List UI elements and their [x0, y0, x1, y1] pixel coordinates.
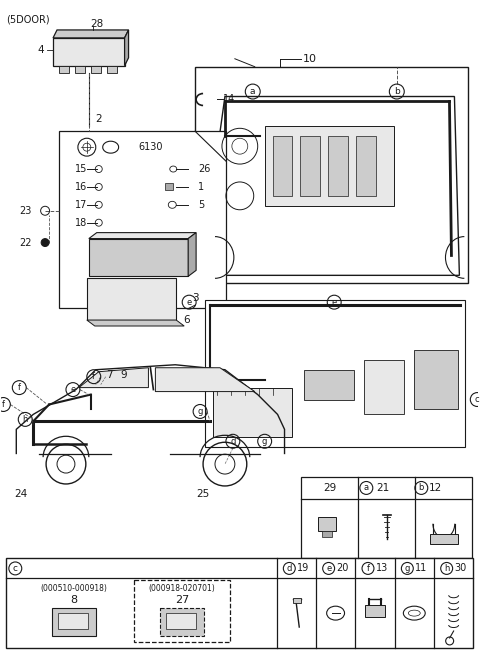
- Text: c: c: [13, 564, 18, 573]
- Bar: [273, 136, 292, 196]
- Bar: [328, 136, 348, 196]
- Bar: [52, 608, 96, 636]
- Polygon shape: [87, 320, 184, 326]
- Text: e: e: [70, 385, 75, 394]
- Bar: [300, 136, 320, 196]
- Bar: [414, 350, 458, 409]
- Polygon shape: [53, 30, 129, 38]
- Text: 16: 16: [75, 182, 87, 192]
- Text: 9: 9: [120, 369, 127, 380]
- Text: e: e: [326, 564, 331, 573]
- Text: d: d: [287, 564, 292, 573]
- Text: g: g: [405, 564, 410, 573]
- Text: b: b: [419, 483, 424, 493]
- Polygon shape: [79, 367, 148, 388]
- Text: g: g: [197, 407, 203, 416]
- Text: 5: 5: [198, 200, 204, 210]
- Bar: [322, 531, 332, 536]
- Text: 24: 24: [14, 489, 28, 499]
- Polygon shape: [89, 233, 196, 238]
- Text: f: f: [367, 564, 370, 573]
- Text: 12: 12: [429, 483, 443, 493]
- Text: 14: 14: [223, 94, 235, 105]
- Bar: [364, 360, 404, 415]
- Text: 15: 15: [75, 164, 87, 174]
- Polygon shape: [125, 30, 129, 66]
- Text: 17: 17: [75, 200, 87, 210]
- Text: 22: 22: [19, 238, 32, 248]
- Text: 6: 6: [183, 315, 190, 325]
- Bar: [59, 66, 69, 73]
- Text: 19: 19: [297, 563, 310, 573]
- Text: 18: 18: [75, 217, 87, 228]
- Text: 10: 10: [302, 54, 316, 64]
- Text: 7: 7: [106, 369, 112, 380]
- Polygon shape: [188, 233, 196, 276]
- Text: a: a: [250, 87, 255, 96]
- Text: 6130: 6130: [139, 142, 163, 152]
- Bar: [356, 136, 376, 196]
- Text: (5DOOR): (5DOOR): [6, 14, 50, 24]
- Text: 30: 30: [455, 563, 467, 573]
- Bar: [53, 38, 125, 66]
- Text: 28: 28: [90, 19, 103, 29]
- Text: 26: 26: [198, 164, 210, 174]
- Bar: [89, 238, 188, 276]
- Text: (000510-000918): (000510-000918): [40, 584, 108, 593]
- Text: e: e: [187, 297, 192, 307]
- Text: 27: 27: [175, 595, 189, 605]
- Bar: [75, 66, 85, 73]
- Text: g: g: [262, 437, 267, 446]
- Text: c: c: [475, 395, 480, 404]
- Text: f: f: [2, 400, 5, 409]
- Bar: [91, 66, 101, 73]
- Text: 23: 23: [19, 206, 32, 215]
- Bar: [87, 278, 176, 320]
- Text: h: h: [23, 415, 28, 424]
- Bar: [264, 126, 394, 206]
- Bar: [107, 66, 117, 73]
- FancyBboxPatch shape: [134, 580, 230, 642]
- Text: 4: 4: [38, 45, 45, 55]
- Text: 25: 25: [196, 489, 210, 499]
- Bar: [165, 183, 173, 190]
- Text: 3: 3: [192, 293, 199, 303]
- Bar: [58, 613, 88, 629]
- Bar: [205, 300, 465, 447]
- Bar: [301, 477, 472, 559]
- Text: h: h: [444, 564, 449, 573]
- Text: f: f: [92, 372, 96, 381]
- Bar: [430, 534, 458, 544]
- Text: 13: 13: [376, 563, 388, 573]
- Polygon shape: [156, 367, 255, 392]
- Text: d: d: [230, 437, 236, 446]
- Bar: [318, 517, 336, 531]
- Text: (000918-020701): (000918-020701): [149, 584, 216, 593]
- Text: 20: 20: [336, 563, 349, 573]
- Text: 21: 21: [376, 483, 389, 493]
- Bar: [213, 388, 292, 438]
- Text: e: e: [332, 297, 337, 307]
- Text: 2: 2: [95, 115, 101, 124]
- Bar: [166, 613, 196, 629]
- Text: 8: 8: [71, 595, 77, 605]
- Text: 11: 11: [415, 563, 428, 573]
- Text: f: f: [18, 383, 21, 392]
- Text: b: b: [394, 87, 400, 96]
- Circle shape: [41, 238, 49, 246]
- Bar: [304, 369, 354, 400]
- Bar: [195, 67, 468, 284]
- Bar: [6, 559, 473, 648]
- Bar: [160, 608, 204, 636]
- Bar: [293, 598, 301, 603]
- Bar: [365, 605, 385, 617]
- Text: a: a: [364, 483, 369, 493]
- Bar: [59, 131, 226, 308]
- Text: 29: 29: [324, 483, 336, 493]
- Text: 1: 1: [198, 182, 204, 192]
- Polygon shape: [200, 96, 459, 275]
